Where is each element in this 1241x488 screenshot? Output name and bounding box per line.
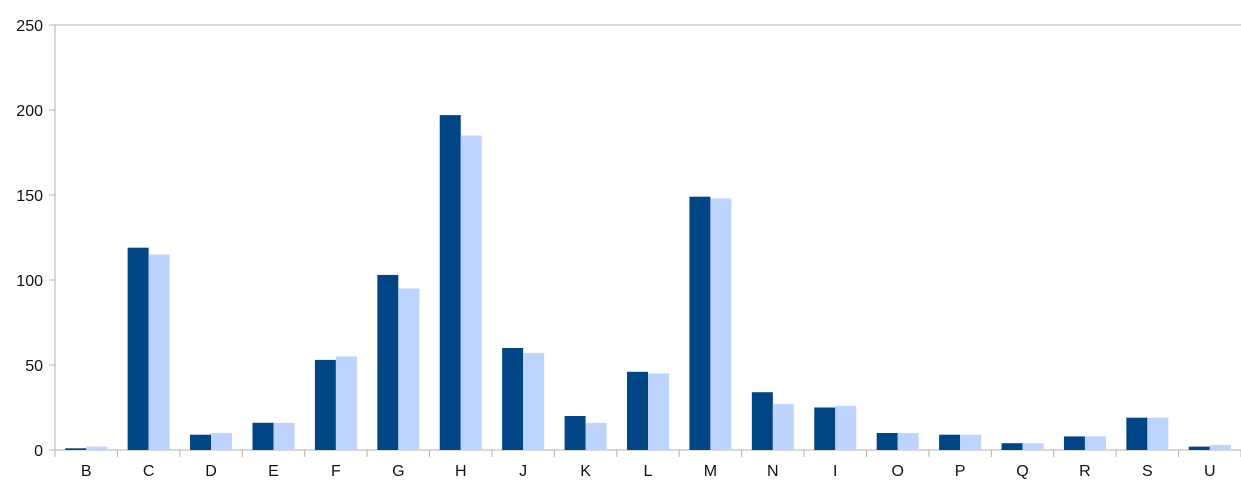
- x-tick-label: I: [833, 463, 837, 480]
- x-tick-label: K: [580, 463, 591, 480]
- x-tick-label: H: [455, 463, 467, 480]
- bar-series-1-H: [439, 115, 461, 450]
- bar-series-1-O: [876, 433, 898, 450]
- bar-series-2-G: [398, 288, 420, 450]
- y-tick-label: 0: [34, 443, 43, 460]
- x-tick-label: D: [205, 463, 217, 480]
- bar-series-2-M: [710, 198, 732, 450]
- bar-series-1-S: [1126, 417, 1148, 450]
- bar-series-1-K: [564, 416, 586, 450]
- y-tick-label: 250: [16, 18, 43, 35]
- bar-series-1-M: [689, 196, 711, 450]
- bar-series-2-P: [960, 434, 982, 450]
- x-tick-label: U: [1204, 463, 1216, 480]
- x-tick-label: N: [767, 463, 779, 480]
- bar-series-2-N: [772, 404, 794, 450]
- bar-series-1-U: [1188, 446, 1210, 450]
- bars: [65, 115, 1231, 450]
- bar-series-2-H: [460, 135, 482, 450]
- bar-series-2-K: [585, 422, 607, 450]
- bar-series-2-D: [211, 433, 233, 450]
- y-tick-label: 50: [25, 358, 43, 375]
- y-tick-label: 100: [16, 273, 43, 290]
- bar-series-1-Q: [1001, 443, 1023, 450]
- x-tick-label: Q: [1016, 463, 1028, 480]
- bar-series-1-C: [127, 247, 149, 450]
- bar-series-1-B: [65, 448, 87, 450]
- y-tick-label: 200: [16, 103, 43, 120]
- bar-series-2-C: [148, 254, 170, 450]
- bar-series-1-G: [377, 274, 399, 450]
- x-tick-label: F: [331, 463, 341, 480]
- x-tick-label: B: [81, 463, 92, 480]
- x-tick-label: M: [704, 463, 717, 480]
- bar-series-1-N: [751, 392, 773, 450]
- bar-series-1-F: [314, 359, 336, 450]
- bar-series-2-I: [835, 405, 857, 450]
- bar-series-1-R: [1063, 436, 1085, 450]
- bar-series-1-I: [814, 407, 836, 450]
- bar-series-1-P: [939, 434, 961, 450]
- bar-series-2-Q: [1022, 443, 1044, 450]
- bar-series-1-E: [252, 422, 274, 450]
- x-tick-label: E: [268, 463, 279, 480]
- bar-series-2-E: [273, 422, 295, 450]
- bar-series-2-O: [897, 433, 919, 450]
- bar-series-1-L: [627, 371, 648, 450]
- bar-series-2-U: [1209, 444, 1231, 450]
- x-tick-label: S: [1142, 463, 1153, 480]
- bar-series-2-J: [523, 353, 545, 450]
- x-tick-label: R: [1079, 463, 1091, 480]
- bar-series-2-S: [1147, 417, 1169, 450]
- x-tick-label: L: [644, 463, 653, 480]
- bar-series-1-J: [502, 348, 524, 450]
- bar-series-2-B: [86, 446, 108, 450]
- bar-series-2-R: [1084, 436, 1106, 450]
- x-tick-label: C: [143, 463, 155, 480]
- bar-series-1-D: [190, 434, 212, 450]
- x-tick-label: G: [392, 463, 404, 480]
- y-axis: 0 50 100 150 200 250: [16, 18, 1241, 460]
- x-tick-label: J: [519, 463, 527, 480]
- x-tick-label: O: [891, 463, 903, 480]
- bar-series-2-F: [335, 356, 357, 450]
- x-tick-label: P: [955, 463, 966, 480]
- y-tick-label: 150: [16, 188, 43, 205]
- bar-series-2-L: [648, 373, 669, 450]
